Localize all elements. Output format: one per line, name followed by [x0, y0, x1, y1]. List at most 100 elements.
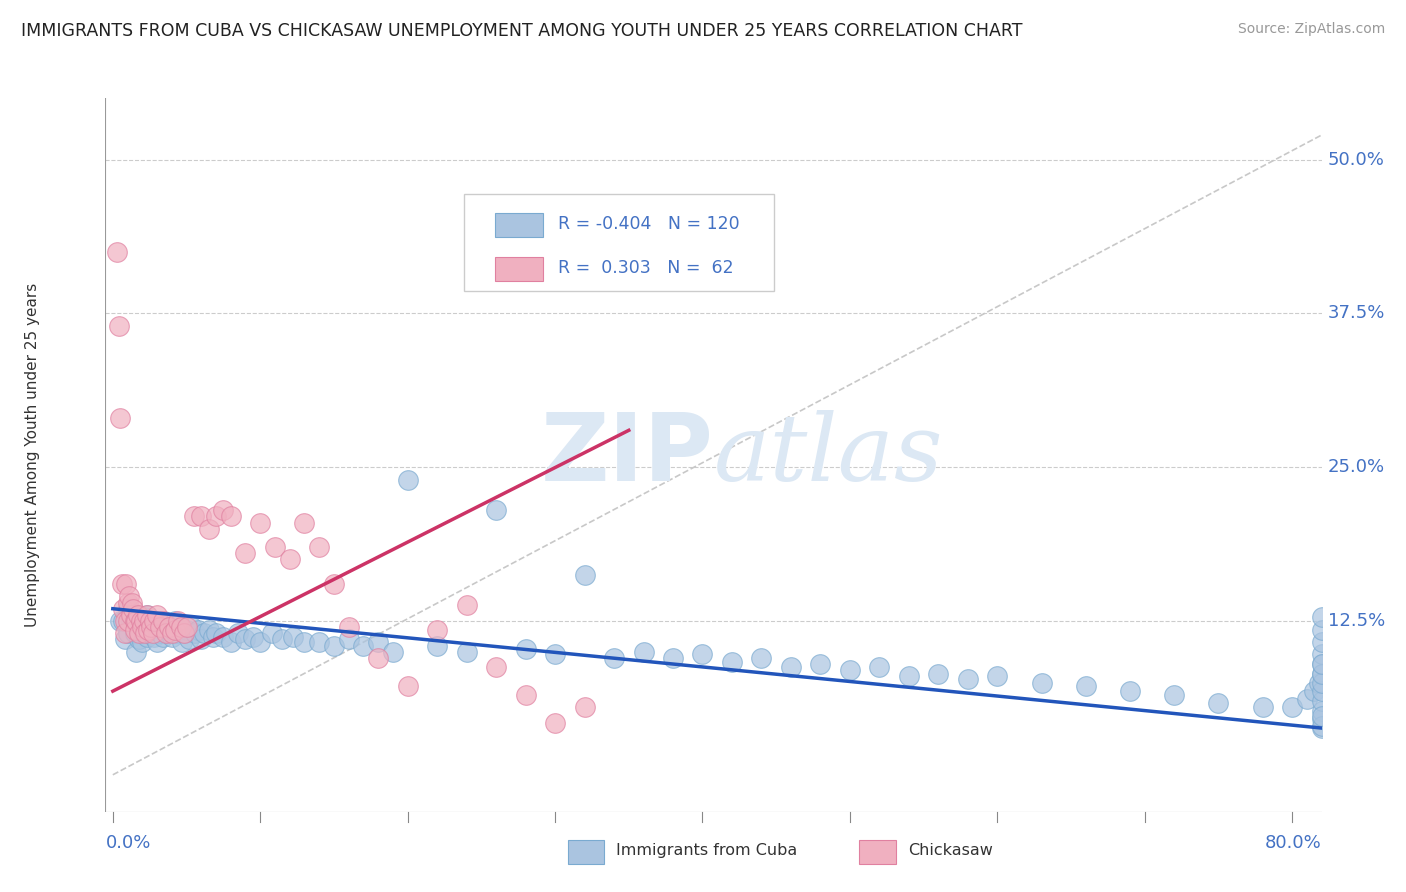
Point — [157, 620, 180, 634]
Point — [515, 642, 537, 657]
Point — [138, 626, 160, 640]
Point — [249, 635, 271, 649]
Point — [205, 626, 228, 640]
Point — [810, 657, 832, 671]
Point — [956, 672, 979, 686]
Point — [278, 552, 301, 566]
Point — [169, 620, 191, 634]
Point — [108, 614, 131, 628]
Point — [121, 596, 143, 610]
Point — [1119, 684, 1142, 698]
Point — [574, 568, 596, 582]
Point — [114, 614, 136, 628]
Point — [131, 614, 153, 628]
Point — [264, 540, 287, 554]
Point — [897, 669, 920, 683]
Point — [485, 503, 508, 517]
Point — [138, 614, 160, 628]
Point — [153, 614, 176, 628]
Point — [131, 635, 153, 649]
Point — [1074, 679, 1097, 693]
Point — [142, 626, 165, 640]
Bar — [568, 839, 605, 863]
Point — [108, 411, 131, 425]
Point — [117, 601, 139, 615]
Text: Chickasaw: Chickasaw — [908, 844, 993, 858]
Point — [122, 601, 145, 615]
Point — [1310, 704, 1333, 718]
Point — [927, 667, 949, 681]
Point — [105, 244, 128, 259]
Point — [107, 318, 129, 333]
Point — [1310, 694, 1333, 708]
Point — [367, 651, 389, 665]
Point — [190, 509, 212, 524]
Point — [127, 607, 149, 622]
Point — [235, 546, 257, 560]
Point — [515, 688, 537, 702]
Point — [1310, 657, 1333, 671]
Point — [125, 614, 148, 628]
Point — [692, 647, 714, 661]
Point — [308, 540, 330, 554]
Point — [1310, 667, 1333, 681]
Point — [603, 651, 626, 665]
Point — [751, 651, 773, 665]
Point — [125, 645, 148, 659]
Point — [132, 626, 155, 640]
Point — [114, 626, 136, 640]
Point — [120, 607, 142, 622]
Point — [721, 655, 744, 669]
Point — [181, 620, 204, 634]
Point — [662, 651, 685, 665]
Point — [148, 614, 170, 628]
Point — [633, 645, 655, 659]
Point — [212, 630, 235, 644]
Point — [117, 614, 139, 628]
Point — [1310, 675, 1333, 690]
Point — [242, 630, 264, 644]
Point — [1310, 708, 1333, 723]
Point — [485, 659, 508, 673]
Point — [1310, 647, 1333, 661]
Point — [271, 632, 294, 647]
Point — [235, 632, 257, 647]
Point — [323, 639, 346, 653]
Point — [128, 626, 150, 640]
Point — [150, 620, 173, 634]
Text: 25.0%: 25.0% — [1327, 458, 1385, 476]
Point — [118, 590, 141, 604]
Point — [1310, 623, 1333, 637]
Point — [1031, 675, 1053, 690]
Text: R = -0.404   N = 120: R = -0.404 N = 120 — [558, 216, 740, 234]
Point — [111, 577, 134, 591]
Point — [127, 607, 149, 622]
Text: R =  0.303   N =  62: R = 0.303 N = 62 — [558, 259, 734, 277]
Point — [260, 626, 283, 640]
Point — [1310, 713, 1333, 727]
Point — [149, 620, 172, 634]
Point — [544, 647, 567, 661]
Point — [138, 614, 160, 628]
Point — [167, 623, 190, 637]
Point — [1310, 667, 1333, 681]
Point — [1208, 697, 1230, 711]
Point — [396, 473, 419, 487]
Point — [1163, 688, 1185, 702]
Point — [176, 620, 198, 634]
Point — [134, 614, 156, 628]
Point — [160, 626, 183, 640]
Point — [202, 630, 225, 644]
Point — [115, 577, 138, 591]
Bar — [495, 213, 543, 237]
Point — [136, 623, 159, 637]
Point — [131, 620, 153, 634]
Point — [838, 663, 860, 677]
Point — [381, 645, 404, 659]
Text: IMMIGRANTS FROM CUBA VS CHICKASAW UNEMPLOYMENT AMONG YOUTH UNDER 25 YEARS CORREL: IMMIGRANTS FROM CUBA VS CHICKASAW UNEMPL… — [21, 22, 1022, 40]
Point — [183, 509, 205, 524]
Point — [172, 635, 194, 649]
Point — [121, 607, 143, 622]
Point — [173, 626, 195, 640]
Point — [143, 614, 166, 628]
